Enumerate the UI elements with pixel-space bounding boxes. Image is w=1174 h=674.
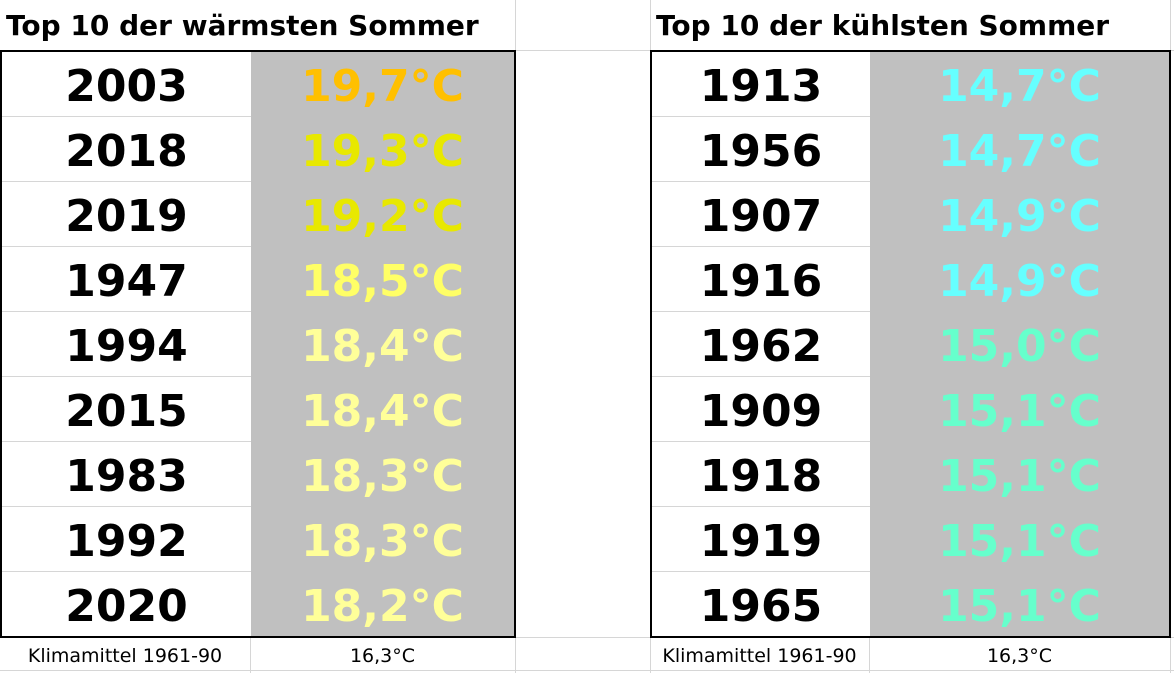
temperature-cell: 18,3°C xyxy=(301,451,464,502)
table-row: 1992 18,3°C xyxy=(2,507,514,572)
temperature-cell: 18,3°C xyxy=(301,516,464,567)
table-row: 1919 15,1°C xyxy=(652,507,1169,572)
temperature-cell: 15,1°C xyxy=(938,516,1101,567)
temperature-cell: 19,2°C xyxy=(301,191,464,242)
cool-footer-label: Klimamittel 1961-90 xyxy=(662,645,857,667)
table-row: 1962 15,0°C xyxy=(652,312,1169,377)
table-row: 1918 15,1°C xyxy=(652,442,1169,507)
table-row: 1907 14,9°C xyxy=(652,182,1169,247)
temperature-cell: 14,7°C xyxy=(938,126,1101,177)
temperature-cell: 14,9°C xyxy=(938,256,1101,307)
temperature-cell: 15,0°C xyxy=(938,321,1101,372)
table-row: 1983 18,3°C xyxy=(2,442,514,507)
table-row: 1913 14,7°C xyxy=(652,52,1169,117)
cool-footer-value: 16,3°C xyxy=(986,645,1053,667)
year-cell: 2020 xyxy=(65,581,188,632)
table-row: 1916 14,9°C xyxy=(652,247,1169,312)
temperature-cell: 18,4°C xyxy=(301,386,464,437)
year-cell: 2015 xyxy=(65,386,188,437)
year-cell: 1956 xyxy=(699,126,823,177)
table-row: 1909 15,1°C xyxy=(652,377,1169,442)
year-cell: 1962 xyxy=(699,321,823,372)
temperature-cell: 18,5°C xyxy=(301,256,464,307)
table-row: 2019 19,2°C xyxy=(2,182,514,247)
year-cell: 1994 xyxy=(65,321,188,372)
table-row: 2020 18,2°C xyxy=(2,572,514,637)
temperature-cell: 19,3°C xyxy=(301,126,464,177)
table-row: 1947 18,5°C xyxy=(2,247,514,312)
gridline xyxy=(0,50,1174,51)
year-cell: 1916 xyxy=(699,256,823,307)
table-row: 1965 15,1°C xyxy=(652,572,1169,637)
table-row: 1956 14,7°C xyxy=(652,117,1169,182)
cool-title: Top 10 der kühlsten Sommer xyxy=(656,0,1166,50)
table-row: 2015 18,4°C xyxy=(2,377,514,442)
year-cell: 1983 xyxy=(65,451,188,502)
warm-title: Top 10 der wärmsten Sommer xyxy=(6,0,514,50)
temperature-cell: 18,2°C xyxy=(301,581,464,632)
cool-table: 1913 14,7°C 1956 14,7°C 1907 14,9°C 1916 14,9°C… xyxy=(650,50,1171,638)
year-cell: 2003 xyxy=(65,61,188,112)
year-cell: 1919 xyxy=(699,516,823,567)
temperature-cell: 18,4°C xyxy=(301,321,464,372)
warm-table: 2003 19,7°C 2018 19,3°C 2019 19,2°C 1947 18,5°C… xyxy=(0,50,516,638)
warm-footer-label: Klimamittel 1961-90 xyxy=(27,645,223,667)
cool-temp-column xyxy=(870,52,1169,636)
year-cell: 1909 xyxy=(699,386,823,437)
table-row: 2003 19,7°C xyxy=(2,52,514,117)
temperature-cell: 14,7°C xyxy=(938,61,1101,112)
year-cell: 1947 xyxy=(65,256,188,307)
year-cell: 1992 xyxy=(65,516,188,567)
year-cell: 1907 xyxy=(699,191,823,242)
gridline xyxy=(0,637,1174,638)
year-cell: 1918 xyxy=(699,451,823,502)
year-cell: 2019 xyxy=(65,191,188,242)
table-row: 2018 19,3°C xyxy=(2,117,514,182)
temperature-cell: 15,1°C xyxy=(938,581,1101,632)
warm-footer-value: 16,3°C xyxy=(349,645,416,667)
temperature-cell: 15,1°C xyxy=(938,386,1101,437)
warm-temp-column xyxy=(251,52,514,636)
gridline xyxy=(0,670,1174,671)
year-cell: 2018 xyxy=(65,126,188,177)
table-row: 1994 18,4°C xyxy=(2,312,514,377)
year-cell: 1965 xyxy=(699,581,823,632)
temperature-cell: 15,1°C xyxy=(938,451,1101,502)
temperature-cell: 19,7°C xyxy=(301,61,464,112)
temperature-cell: 14,9°C xyxy=(938,191,1101,242)
year-cell: 1913 xyxy=(699,61,823,112)
